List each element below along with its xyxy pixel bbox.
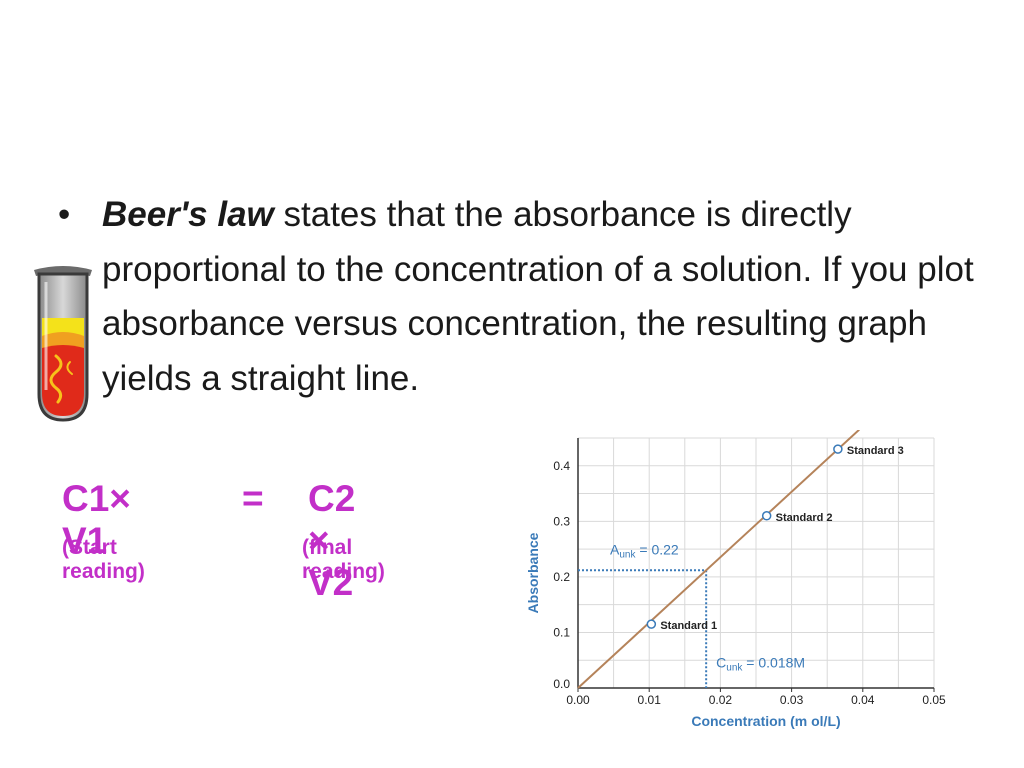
standard-points [646,444,843,629]
beers-law-term: Beer's law [102,195,274,234]
unknown-guides [578,569,708,688]
formula-left: C1× V1 [62,478,131,561]
bullet-paragraph: • Beer's law states that the absorbance … [58,188,978,406]
calibration-line-path [577,430,860,689]
start-reading-caption: (Start reading) [62,536,145,583]
bullet-text: Beer's law states that the absorbance is… [102,188,978,406]
chart-annotations: Standard 1 Standard 2 Standard 3 Aunk = 0.2… [610,445,904,673]
standard-point [761,511,772,521]
beers-law-chart: 0.00 0.01 0.02 0.03 0.04 0.050.00.10.20.30.4 … [525,430,946,729]
standard-label: Standard 1 [660,620,717,632]
formula-right: C2 × V2 [308,478,356,603]
x-axis-label: Concentration (m ol/L) [691,713,840,729]
y-tick-label: 0.2 [553,570,570,584]
chart-axes [577,438,934,689]
beers-law-description: states that the absorbance is directly p… [102,195,974,398]
chart-tick-labels: 0.00 0.01 0.02 0.03 0.04 0.05 0.0 0.1 0.2 0.3 0.4 [553,459,946,707]
calibration-line [577,430,860,689]
standard-label: Standard 3 [847,445,904,457]
y-tick-label: 0.0 [553,677,570,691]
y-tick-label: 0.3 [553,514,570,528]
unknown-concentration-label: Cunk = 0.018M [716,654,805,673]
bullet-icon: • [58,195,71,234]
y-axis-label: Absorbance [525,532,541,613]
x-tick-label: 0.00 [566,693,590,707]
standard-label: Standard 2 [776,512,833,524]
final-reading-caption: (final reading) [302,536,385,583]
x-tick-label: 0.03 [780,693,804,707]
standard-point [646,619,657,629]
test-tube-icon [34,266,92,422]
standard-point [833,444,843,454]
x-tick-label: 0.02 [709,693,733,707]
formula-equals: = [242,478,264,519]
chart-grid [577,437,935,689]
x-tick-label: 0.04 [851,693,875,707]
unknown-absorbance-label: Aunk = 0.22 [610,542,679,561]
y-tick-label: 0.4 [553,459,570,473]
x-tick-label: 0.01 [638,693,662,707]
y-tick-label: 0.1 [553,625,570,639]
x-tick-label: 0.05 [922,693,946,707]
